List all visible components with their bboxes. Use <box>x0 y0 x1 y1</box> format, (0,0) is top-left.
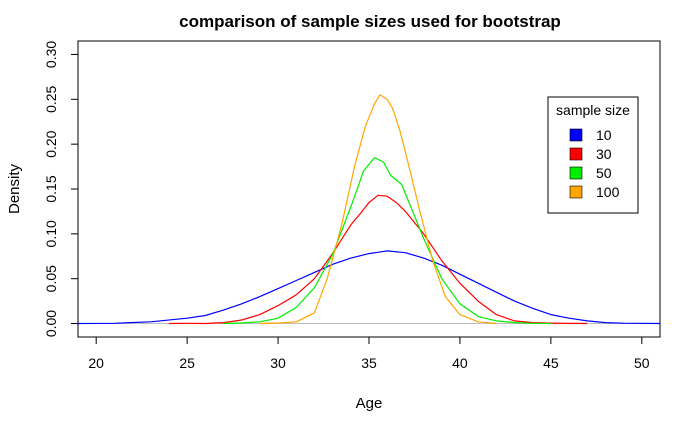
legend-label-10: 10 <box>596 127 612 143</box>
density-line-50 <box>223 157 551 325</box>
legend-swatch-100 <box>569 185 583 199</box>
legend-label-100: 100 <box>596 184 620 200</box>
x-axis-label: Age <box>356 395 383 412</box>
chart-title: comparison of sample sizes used for boot… <box>179 12 561 31</box>
x-tick-label: 40 <box>452 355 468 371</box>
legend-label-30: 30 <box>596 146 612 162</box>
x-tick-label: 45 <box>543 355 559 371</box>
y-tick-label: 0.15 <box>43 175 59 202</box>
x-tick-label: 20 <box>88 355 104 371</box>
y-tick-label: 0.20 <box>43 130 59 157</box>
density-line-100 <box>259 94 497 325</box>
x-tick-label: 30 <box>270 355 286 371</box>
legend-swatch-10 <box>569 128 583 142</box>
y-tick-label: 0.30 <box>43 41 59 68</box>
y-tick-label: 0.00 <box>43 310 59 337</box>
y-tick-label: 0.25 <box>43 85 59 112</box>
y-tick-label: 0.10 <box>43 220 59 247</box>
legend-title: sample size <box>556 102 630 118</box>
legend-label-50: 50 <box>596 165 612 181</box>
x-tick-label: 25 <box>179 355 195 371</box>
density-line-10 <box>77 250 661 325</box>
legend-swatch-50 <box>569 166 583 180</box>
y-axis-label: Density <box>6 163 23 214</box>
y-axis: 0.00 0.05 0.10 0.15 0.20 0.25 0.30 <box>43 41 78 337</box>
x-axis: 20 25 30 35 40 45 50 <box>88 337 650 371</box>
legend: sample size 10 30 50 100 <box>547 96 639 214</box>
density-line-30 <box>168 194 588 325</box>
x-tick-label: 50 <box>634 355 650 371</box>
y-tick-label: 0.05 <box>43 265 59 292</box>
legend-swatch-30 <box>569 147 583 161</box>
legend-box <box>547 96 639 214</box>
x-tick-label: 35 <box>361 355 377 371</box>
